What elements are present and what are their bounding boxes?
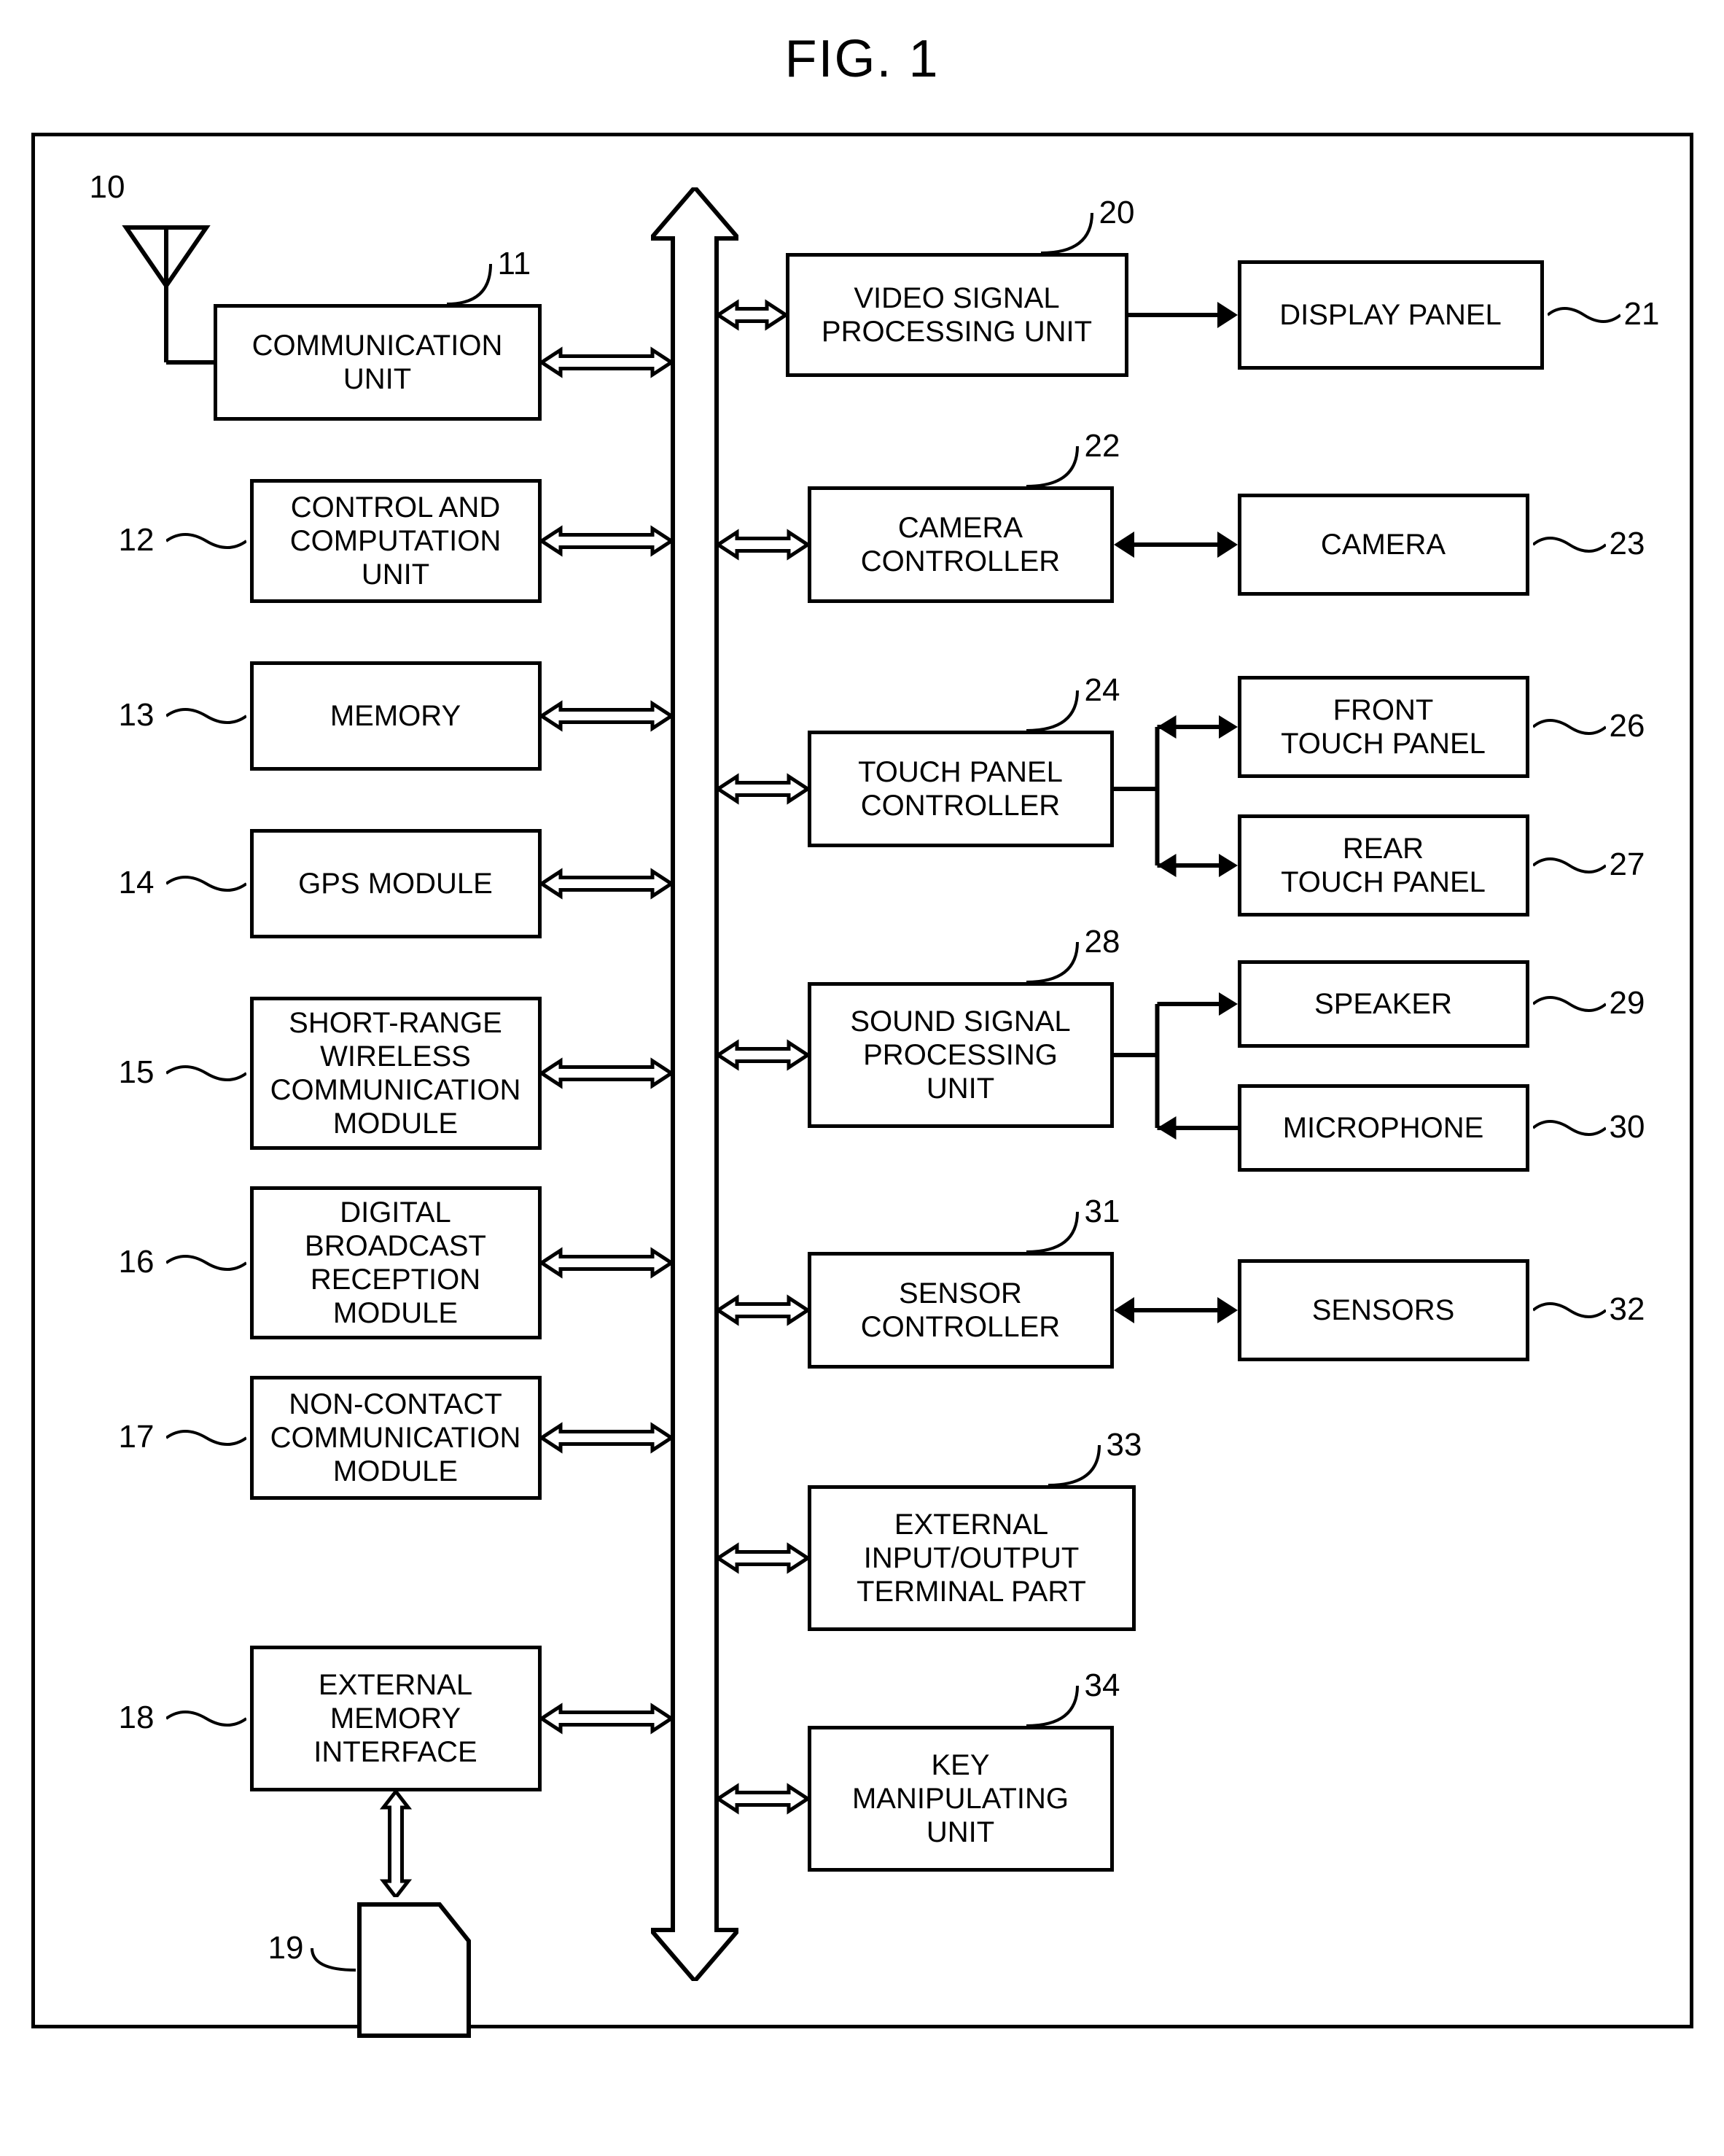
- ref-12: 12: [119, 522, 155, 559]
- ref-tilde: [1533, 855, 1606, 876]
- bus-connector: [718, 528, 808, 550]
- figure-title: FIG. 1: [29, 29, 1695, 89]
- ref-tilde: [166, 531, 246, 551]
- ref-11: 11: [498, 246, 531, 282]
- ref-28: 28: [1085, 924, 1120, 960]
- bus-connector-vertical: [379, 1791, 413, 1897]
- ref-21: 21: [1624, 296, 1660, 332]
- dbr-block: DIGITAL BROADCAST RECEPTION MODULE: [250, 1186, 542, 1339]
- sensors-block: SENSORS: [1238, 1259, 1529, 1361]
- ref-tilde: [1533, 717, 1606, 737]
- front-touch-block: FRONT TOUCH PANEL: [1238, 676, 1529, 778]
- ref-27: 27: [1610, 847, 1645, 883]
- ref-tilde: [166, 1063, 246, 1083]
- ref-23: 23: [1610, 526, 1645, 562]
- comm-unit-block: COMMUNICATION UNIT: [214, 304, 542, 421]
- ref-34: 34: [1085, 1667, 1120, 1704]
- ref-24: 24: [1085, 672, 1120, 709]
- ref-tilde: [166, 1253, 246, 1273]
- speaker-block: SPEAKER: [1238, 960, 1529, 1048]
- ref-32: 32: [1610, 1291, 1645, 1328]
- ref-16: 16: [119, 1244, 155, 1280]
- ref-tilde: [166, 1708, 246, 1729]
- ext-mem-if-block: EXTERNAL MEMORY INTERFACE: [250, 1646, 542, 1791]
- ref-10: 10: [90, 169, 125, 206]
- ref-tilde: [1533, 534, 1606, 555]
- noncontact-block: NON-CONTACT COMMUNICATION MODULE: [250, 1376, 542, 1500]
- ctrl-comp-block: CONTROL AND COMPUTATION UNIT: [250, 479, 542, 603]
- bus-connector: [542, 1421, 671, 1443]
- ref-30: 30: [1610, 1109, 1645, 1145]
- sim-card-icon: [356, 1901, 472, 2039]
- ref-lead-line: [1037, 209, 1096, 257]
- bus-connector: [542, 1702, 671, 1724]
- ref-18: 18: [119, 1700, 155, 1736]
- ref-29: 29: [1610, 985, 1645, 1021]
- cam-ctrl-block: CAMERA CONTROLLER: [808, 486, 1114, 603]
- memory-block: MEMORY: [250, 661, 542, 771]
- ref-15: 15: [119, 1054, 155, 1091]
- camera-block: CAMERA: [1238, 494, 1529, 596]
- ref-26: 26: [1610, 708, 1645, 744]
- bus-connector: [718, 298, 786, 320]
- bus-connector: [718, 772, 808, 794]
- sound-proc-block: SOUND SIGNAL PROCESSING UNIT: [808, 982, 1114, 1128]
- bus-connector: [542, 346, 671, 367]
- ref-lead-line: [308, 1945, 359, 1974]
- microphone-block: MICROPHONE: [1238, 1084, 1529, 1172]
- ref-14: 14: [119, 865, 155, 901]
- ref-31: 31: [1085, 1194, 1120, 1230]
- ref-17: 17: [119, 1419, 155, 1455]
- ref-tilde: [1533, 1300, 1606, 1320]
- bus-connector: [718, 1038, 808, 1060]
- ref-tilde: [1533, 994, 1606, 1014]
- ref-lead-line: [1023, 1682, 1081, 1729]
- signal-arrow: [1114, 1297, 1238, 1323]
- ref-22: 22: [1085, 428, 1120, 464]
- branch-connector: [1114, 982, 1238, 1150]
- display-panel-block: DISPLAY PANEL: [1238, 260, 1544, 370]
- ref-tilde: [1533, 1118, 1606, 1138]
- bus-connector: [542, 699, 671, 721]
- sensor-ctrl-block: SENSOR CONTROLLER: [808, 1252, 1114, 1369]
- signal-arrow: [1128, 302, 1238, 328]
- ref-lead-line: [1023, 687, 1081, 734]
- ref-lead-line: [443, 260, 494, 308]
- short-range-block: SHORT-RANGE WIRELESS COMMUNICATION MODUL…: [250, 997, 542, 1150]
- ext-io-block: EXTERNAL INPUT/OUTPUT TERMINAL PART: [808, 1485, 1136, 1631]
- bus-connector: [542, 524, 671, 546]
- touch-ctrl-block: TOUCH PANEL CONTROLLER: [808, 731, 1114, 847]
- ref-lead-line: [1023, 443, 1081, 490]
- rear-touch-block: REAR TOUCH PANEL: [1238, 814, 1529, 917]
- bus-connector: [718, 1782, 808, 1804]
- ref-19: 19: [268, 1930, 304, 1966]
- bus-connector: [542, 1246, 671, 1268]
- ref-20: 20: [1099, 195, 1135, 231]
- antenna-icon: [119, 220, 221, 370]
- bus-connector: [542, 867, 671, 889]
- key-unit-block: KEY MANIPULATING UNIT: [808, 1726, 1114, 1872]
- ref-lead-line: [1045, 1441, 1103, 1489]
- bus-connector: [718, 1541, 808, 1563]
- ref-tilde: [1548, 305, 1620, 325]
- ref-33: 33: [1107, 1427, 1142, 1463]
- video-proc-block: VIDEO SIGNAL PROCESSING UNIT: [786, 253, 1128, 377]
- gps-block: GPS MODULE: [250, 829, 542, 938]
- ref-tilde: [166, 873, 246, 894]
- diagram-container: COMMUNICATION UNIT 11 CONTROL AND COMPUT…: [31, 133, 1693, 2028]
- ref-tilde: [166, 1428, 246, 1448]
- signal-arrow: [1114, 532, 1238, 558]
- branch-connector: [1114, 705, 1238, 887]
- bus-connector: [718, 1293, 808, 1315]
- ref-lead-line: [1023, 1208, 1081, 1256]
- bus-connector: [542, 1056, 671, 1078]
- ref-lead-line: [1023, 938, 1081, 986]
- ref-tilde: [166, 706, 246, 726]
- ref-tilde: [126, 206, 163, 235]
- ref-13: 13: [119, 697, 155, 733]
